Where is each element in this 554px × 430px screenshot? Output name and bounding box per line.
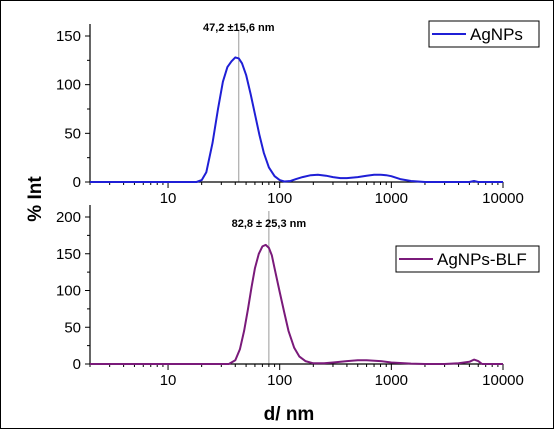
peak-annotation: 82,8 ± 25,3 nm	[232, 218, 307, 230]
x-tick-label: 10000	[482, 372, 524, 389]
y-tick-label: 50	[64, 125, 81, 142]
y-tick-label: 150	[56, 28, 81, 45]
y-tick-label: 100	[56, 283, 81, 300]
plot-agnps-blf: 10 100 1000 10000 0 50 100 150 200 82,8 ± 25,3 nm…	[56, 205, 540, 389]
y-tick-label: 200	[56, 209, 81, 226]
x-tick-label: 100	[267, 372, 292, 389]
x-tick-label: 10	[160, 190, 177, 207]
y-tick-label: 150	[56, 246, 81, 263]
y-tick-label: 100	[56, 77, 81, 94]
peak-annotation: 47,2 ±15,6 nm	[203, 22, 275, 34]
series-line-agnps	[90, 56, 503, 183]
y-tick-label: 0	[73, 356, 81, 373]
y-tick-label: 0	[73, 174, 81, 191]
legend-label: AgNPs	[470, 25, 523, 44]
y-axis-title: % Int	[25, 176, 46, 222]
x-tick-label: 10000	[482, 190, 524, 207]
x-tick-label: 1000	[375, 372, 408, 389]
x-tick-label: 10	[160, 372, 177, 389]
y-tick-label: 50	[64, 319, 81, 336]
x-tick-label: 1000	[375, 190, 408, 207]
legend-label: AgNPs-BLF	[437, 250, 527, 269]
x-axis-title: d/ nm	[264, 404, 315, 425]
plot-agnps: 10 100 1000 10000 0 50 100 150 47,2 ±15,6 nm AgNP…	[56, 20, 540, 207]
x-tick-label: 100	[267, 190, 292, 207]
series-line-agnps-blf	[90, 243, 503, 365]
